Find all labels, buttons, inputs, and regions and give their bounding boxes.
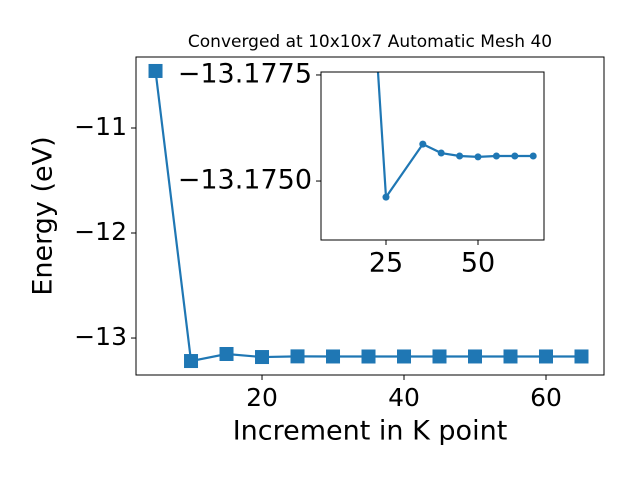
data-point [456,152,464,160]
data-point [511,152,519,160]
data-point [326,349,341,364]
data-point [361,349,376,364]
x-tick-label: 25 [369,248,403,279]
x-tick-label: 20 [246,383,278,412]
axes-frame [135,56,605,376]
data-point [419,140,427,148]
x-axis-label: Increment in K point [233,416,508,447]
data-point [468,349,483,364]
y-tick-label: −11 [74,112,127,141]
data-point [529,152,537,160]
data-point [290,349,305,364]
data-point [397,349,412,364]
chart-title: Converged at 10x10x7 Automatic Mesh 40 [188,32,552,52]
plot-area [376,72,537,201]
data-point [474,153,482,161]
data-point [382,193,390,201]
data-point [538,349,553,364]
data-point [432,349,447,364]
y-tick-label: −13 [74,322,127,351]
data-point [574,349,589,364]
data-point [219,346,234,361]
y-tick-label: −13.1750 [178,165,312,196]
data-point [184,354,199,369]
axes-frame [320,71,545,241]
y-tick-label: −13.1775 [178,58,312,89]
data-point [437,149,445,157]
plot-area [148,63,589,369]
x-tick-label: 50 [461,248,495,279]
data-point [255,350,270,365]
data-point [148,63,163,78]
y-tick-label: −12 [74,217,127,246]
data-point [503,349,518,364]
x-tick-label: 40 [388,383,420,412]
y-axis-label: Energy (eV) [28,136,59,295]
data-point [492,152,500,160]
x-tick-label: 60 [530,383,562,412]
